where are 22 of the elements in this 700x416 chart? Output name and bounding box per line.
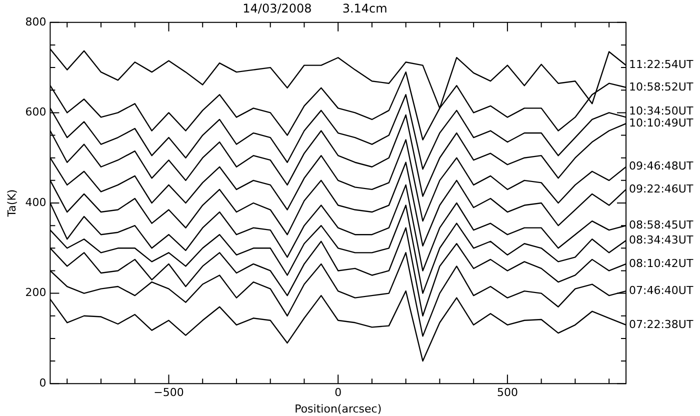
legend-label: 10:10:49UT [629,116,694,130]
x-tick-label: 500 [496,386,518,400]
chart-title: 14/03/2008 3.14cm [242,1,388,16]
series-label: 08:58:45UT [629,218,694,232]
series-label: 10:34:50UT [629,104,694,118]
x-tick-label: −500 [154,386,184,400]
legend-label: 07:46:40UT [629,284,694,297]
legend-label: 08:10:42UT [629,256,694,270]
y-tick-label: 600 [25,106,46,119]
x-tick-label: 0 [334,386,342,400]
legend-label: 09:46:48UT [629,160,694,173]
x-axis-title: Position(arcsec) [294,402,382,416]
y-tick-label: 400 [25,196,46,209]
legend-label: 10:58:52UT [629,80,694,94]
legend-label: 09:22:46UT [629,182,694,196]
legend-label: 07:22:38UT [629,318,694,331]
y-tick-label: 200 [25,286,46,300]
y-tick-label: 800 [25,15,46,28]
legend-label: 11:22:54UT [629,58,694,72]
legend-label: 08:34:43UT [629,233,694,246]
y-axis-title: Ta(K) [5,189,18,218]
y-tick-label: 0 [39,376,46,390]
